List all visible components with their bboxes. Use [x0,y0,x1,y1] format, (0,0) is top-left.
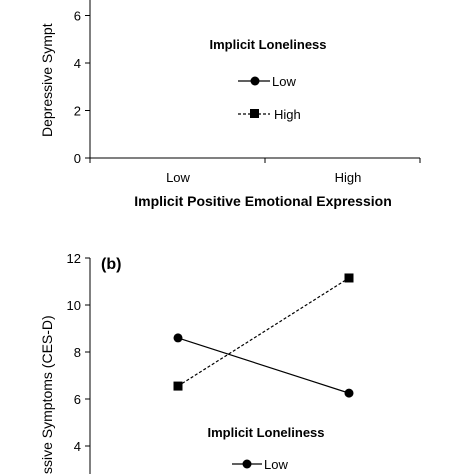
y-tick-label: 12 [67,251,81,266]
legend-label-low: Low [272,74,296,89]
legend-entry-high: High [238,107,301,122]
y-tick-label: 10 [67,298,81,313]
data-point-high [344,273,354,283]
series-group [173,273,354,398]
panel-label: (b) [101,256,121,273]
data-point-low [344,388,354,398]
y-ticks-a: 0 2 4 6 [74,9,90,166]
y-axis-label: Depressive Sympt [39,23,55,137]
y-ticks-b: 4 6 8 10 12 [67,251,90,454]
y-tick-label: 6 [74,392,81,407]
y-tick-label: 2 [74,104,81,119]
x-category-label: Low [166,170,190,185]
series-line-high [177,277,350,387]
x-axis-label: Implicit Positive Emotional Expression [134,193,392,209]
legend-entry-low: Low [238,74,296,89]
legend-label-low: Low [264,457,288,472]
series-line-low [177,337,350,394]
y-axis-label: ssive Symptoms (CES-D) [39,315,55,474]
data-point-low [173,333,183,343]
y-tick-label: 6 [74,9,81,24]
data-point-high [173,381,183,391]
legend-title: Implicit Loneliness [209,37,326,52]
x-category-label: High [335,170,362,185]
chart-panel-a: 0 2 4 6 Low High Implicit Positive Emotiona… [39,0,421,209]
legend-title: Implicit Loneliness [207,425,324,440]
legend-marker-circle [242,459,252,469]
y-tick-label: 4 [74,56,81,71]
y-tick-label: 4 [74,439,81,454]
legend-marker-circle [250,76,260,86]
legend-entry-low: Low [232,457,288,472]
legend-label-high: High [274,107,301,122]
legend-marker-square [250,109,259,118]
y-tick-label: 8 [74,345,81,360]
chart-panel-b: 4 6 8 10 12 (b) ssive Symptoms (CES-D) Impli… [39,251,354,474]
y-tick-label: 0 [74,151,81,166]
